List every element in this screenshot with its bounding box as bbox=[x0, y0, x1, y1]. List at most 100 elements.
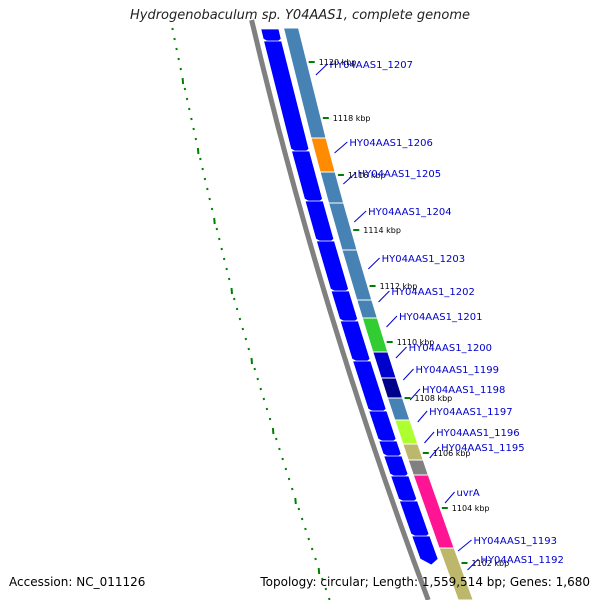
label-leader bbox=[467, 558, 479, 571]
label-leader bbox=[334, 141, 348, 154]
gene-track bbox=[282, 27, 474, 600]
gene-feature[interactable] bbox=[372, 351, 397, 379]
gc-skew-dash bbox=[230, 287, 233, 295]
label-leader bbox=[367, 257, 380, 270]
gc-skew-dash bbox=[244, 337, 248, 341]
gc-skew-dash bbox=[190, 117, 193, 121]
gene-feature[interactable] bbox=[310, 137, 336, 173]
label-leader bbox=[457, 539, 472, 552]
gc-skew-dash bbox=[181, 77, 185, 85]
gc-skew-dash bbox=[271, 427, 275, 435]
gene-label[interactable]: HY04AAS1_1201 bbox=[399, 312, 482, 323]
gc-skew-dash bbox=[262, 397, 266, 401]
gc-skew-dash bbox=[213, 217, 216, 225]
gene-label[interactable]: HY04AAS1_1203 bbox=[382, 254, 465, 265]
gc-skew-dash bbox=[291, 487, 294, 491]
gc-skew-dash bbox=[314, 557, 317, 561]
gc-skew-dash bbox=[233, 297, 236, 301]
gene-label[interactable]: uvrA bbox=[457, 488, 480, 499]
accession-text: Accession: NC_011126 bbox=[9, 575, 146, 589]
label-leader bbox=[409, 388, 421, 401]
gene-feature[interactable] bbox=[402, 443, 424, 461]
gc-skew-dash bbox=[194, 137, 198, 141]
gc-skew-dash bbox=[201, 167, 204, 171]
gene-label[interactable]: HY04AAS1_1198 bbox=[422, 385, 505, 396]
gc-skew-dash bbox=[238, 317, 242, 321]
gc-skew-dash bbox=[284, 467, 288, 471]
label-leader bbox=[417, 410, 428, 423]
label-leader bbox=[444, 491, 455, 504]
gene-labels: HY04AAS1_1207 HY04AAS1_1206 HY04AAS1_1205 H… bbox=[315, 60, 564, 571]
gene-label[interactable]: HY04AAS1_1199 bbox=[416, 365, 499, 376]
gc-skew-dash bbox=[185, 97, 189, 101]
gc-skew-dash bbox=[241, 327, 245, 331]
gc-skew-dash bbox=[208, 197, 211, 201]
gene-label[interactable]: HY04AAS1_1192 bbox=[480, 555, 563, 566]
label-leader bbox=[378, 290, 390, 303]
gc-skew-dash bbox=[324, 587, 328, 591]
forward-strand-track bbox=[260, 28, 439, 566]
tick-label: 1108 kbp bbox=[415, 394, 453, 403]
gc-skew-dash bbox=[307, 537, 310, 541]
gc-skew-track bbox=[171, 27, 331, 600]
gc-skew-dash bbox=[218, 237, 221, 241]
gc-skew-dash bbox=[179, 67, 182, 71]
tick-label: 1102 kbp bbox=[472, 559, 510, 568]
gc-skew-dash bbox=[304, 527, 307, 531]
gene-feature[interactable] bbox=[407, 459, 429, 476]
gc-skew-dash bbox=[310, 547, 314, 551]
gene-label[interactable]: HY04AAS1_1193 bbox=[474, 536, 557, 547]
tick-label: 1118 kbp bbox=[333, 114, 371, 123]
gene-label[interactable]: HY04AAS1_1196 bbox=[436, 428, 519, 439]
label-leader bbox=[424, 431, 435, 444]
gc-skew-dash bbox=[250, 357, 253, 365]
gc-skew-dash bbox=[171, 27, 174, 31]
label-leader bbox=[343, 172, 356, 185]
gc-skew-dash bbox=[275, 437, 278, 441]
label-leader bbox=[315, 63, 328, 76]
gc-skew-dash bbox=[188, 107, 191, 111]
gc-skew-dash bbox=[196, 147, 200, 155]
gc-skew-dash bbox=[253, 367, 256, 371]
forward-strand-arrow bbox=[411, 535, 439, 566]
label-leader bbox=[402, 368, 414, 381]
gene-label[interactable]: HY04AAS1_1206 bbox=[349, 138, 432, 149]
gc-skew-dash bbox=[268, 417, 272, 421]
gc-skew-dash bbox=[259, 387, 262, 391]
gc-skew-dash bbox=[215, 227, 219, 231]
gc-skew-dash bbox=[222, 257, 226, 261]
gene-label[interactable]: HY04AAS1_1204 bbox=[368, 207, 451, 218]
gene-feature[interactable] bbox=[380, 377, 404, 399]
gc-skew-dash bbox=[281, 457, 284, 461]
tick-label: 1120 kbp bbox=[319, 58, 357, 67]
gene-label[interactable]: HY04AAS1_1195 bbox=[441, 443, 524, 454]
gc-skew-dash bbox=[225, 267, 228, 271]
gene-label[interactable]: HY04AAS1_1197 bbox=[429, 407, 512, 418]
tick-label: 1112 kbp bbox=[380, 282, 418, 291]
gc-skew-dash bbox=[265, 407, 269, 411]
gc-skew-dash bbox=[192, 127, 195, 131]
gc-skew-dash bbox=[278, 447, 281, 451]
gc-skew-dash bbox=[247, 347, 250, 351]
label-leader bbox=[386, 315, 398, 328]
gene-label[interactable]: HY04AAS1_1202 bbox=[391, 287, 474, 298]
tick-label: 1114 kbp bbox=[363, 226, 401, 235]
gc-skew-dash bbox=[321, 577, 324, 581]
gc-skew-dash bbox=[173, 37, 176, 41]
tick-label: 1116 kbp bbox=[348, 171, 386, 180]
gene-label[interactable]: HY04AAS1_1205 bbox=[358, 169, 441, 180]
gene-feature[interactable] bbox=[394, 419, 419, 445]
gene-feature[interactable] bbox=[319, 171, 345, 204]
gc-skew-dash bbox=[287, 477, 291, 481]
tick-label: 1110 kbp bbox=[397, 338, 435, 347]
gene-label[interactable]: HY04AAS1_1207 bbox=[329, 60, 412, 71]
gene-feature[interactable] bbox=[356, 299, 378, 319]
tick-label: 1104 kbp bbox=[452, 504, 490, 513]
label-leader bbox=[429, 446, 440, 459]
gene-feature[interactable] bbox=[438, 547, 474, 600]
gc-skew-dash bbox=[183, 87, 187, 91]
gene-label[interactable]: HY04AAS1_1200 bbox=[409, 343, 492, 354]
gene-feature[interactable] bbox=[386, 397, 411, 421]
tick-label: 1106 kbp bbox=[433, 449, 471, 458]
